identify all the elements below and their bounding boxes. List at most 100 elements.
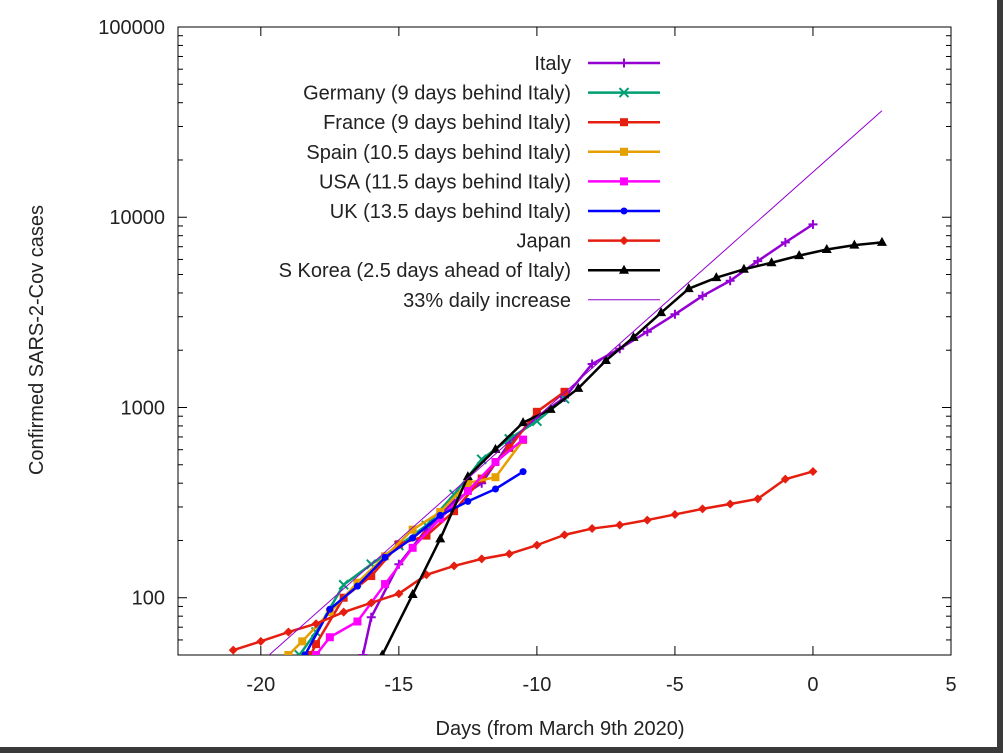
y-axis-label: Confirmed SARS-2-Cov cases [26,205,48,475]
series-france-point [505,443,514,452]
series-spain-point [298,637,307,646]
series-s-point [545,403,556,413]
series-italy-point [587,359,597,369]
series-usa-point [353,617,362,626]
series-italy [358,219,818,655]
series-italy-point [366,612,376,622]
legend-uk-marker [620,207,628,215]
series-usa-point [519,435,528,444]
series-japan-point [642,515,652,525]
series-france-line [309,390,566,655]
legend-italy-marker [619,58,629,68]
series-s [379,236,887,655]
series-uk-point [409,534,417,542]
series-uk-point [491,485,499,493]
series-s-point [821,244,832,254]
series-germany-point [504,433,515,445]
series-spain-point [491,473,500,482]
series-uk-point [301,651,309,655]
y-tick-label: 10000 [109,207,165,229]
series-japan-point [698,504,708,514]
series-uk-point [436,511,444,519]
series-s-point [738,263,749,273]
series-japan-point [477,554,487,564]
series-italy-point [808,219,818,229]
series-usa-point [381,580,390,589]
series-usa-point [463,486,472,495]
series-japan [228,466,818,655]
series-germany-point [448,489,460,500]
series-33-line [268,110,883,655]
series-germany-point [476,454,487,465]
series-uk-point [353,582,361,590]
series-france-point [312,640,321,649]
series-usa-line [315,438,524,655]
series-japan-point [504,549,514,559]
series-france [306,387,569,655]
x-tick-label: 5 [945,674,956,696]
series-france-point [306,651,315,655]
series-s-point [600,354,611,364]
legend-usa-label: USA (11.5 days behind Italy) [319,171,571,193]
series-france-point [367,572,376,581]
x-tick-label: -5 [666,674,684,696]
legend-s-label: S Korea (2.5 days ahead of Italy) [279,260,571,282]
series-uk [301,468,527,655]
series-s-point [766,257,777,267]
legend: Italy Germany (9 days behind Italy) France… [279,53,660,312]
series-japan-point [256,636,266,646]
series-uk-point [464,497,472,505]
series-s-point [711,272,722,282]
series-japan-point [587,524,597,534]
series-france-point [450,507,459,516]
y-tick-label: 1000 [121,397,166,419]
series-france-point [532,407,541,416]
legend-france-marker [620,118,628,127]
series-spain-point [463,478,472,487]
x-tick-label: -10 [522,674,551,696]
y-tick-label: 100 [132,588,165,610]
series-japan-point [339,607,349,617]
series-s-point [435,533,446,543]
series-italy-point [725,276,735,286]
series-japan-point [311,619,321,629]
series-spain-point [284,651,293,655]
series-italy-point [670,309,680,319]
series-spain-point [353,578,362,587]
series-japan-point [808,466,818,476]
series-japan-point [670,509,680,519]
series-s-point [573,382,584,392]
series-japan-point [615,520,625,530]
series-usa-point [325,633,334,642]
series-uk-line [303,470,524,655]
series-spain-point [408,525,417,534]
series-s-point [683,283,694,293]
series-usa-point [312,651,321,655]
y-tick-label: 100000 [98,17,165,39]
legend-france-label: France (9 days behind Italy) [323,112,571,134]
x-tick-label: -20 [246,674,275,696]
series-layer [228,110,887,655]
series-italy-point [753,256,763,266]
series-japan-point [780,474,790,484]
legend-s-marker [619,264,629,274]
x-tick-label: 0 [807,674,818,696]
series-italy-point [642,327,652,337]
series-france-point [560,387,569,396]
series-italy-point [698,291,708,301]
legend-germany-marker [618,87,630,98]
series-s-point [656,307,667,317]
series-japan-point [725,499,735,509]
series-germany-point [338,579,349,590]
legend-spain-label: Spain (10.5 days behind Italy) [306,142,571,164]
series-s-point [407,588,418,598]
series-japan-point [532,540,542,550]
series-uk-point [519,468,527,476]
series-japan-point [283,627,293,637]
series-s-point [628,331,639,341]
x-tick-label: -15 [384,674,413,696]
series-s-point [379,649,386,655]
series-usa-point [491,457,500,466]
plot-border [177,26,952,656]
